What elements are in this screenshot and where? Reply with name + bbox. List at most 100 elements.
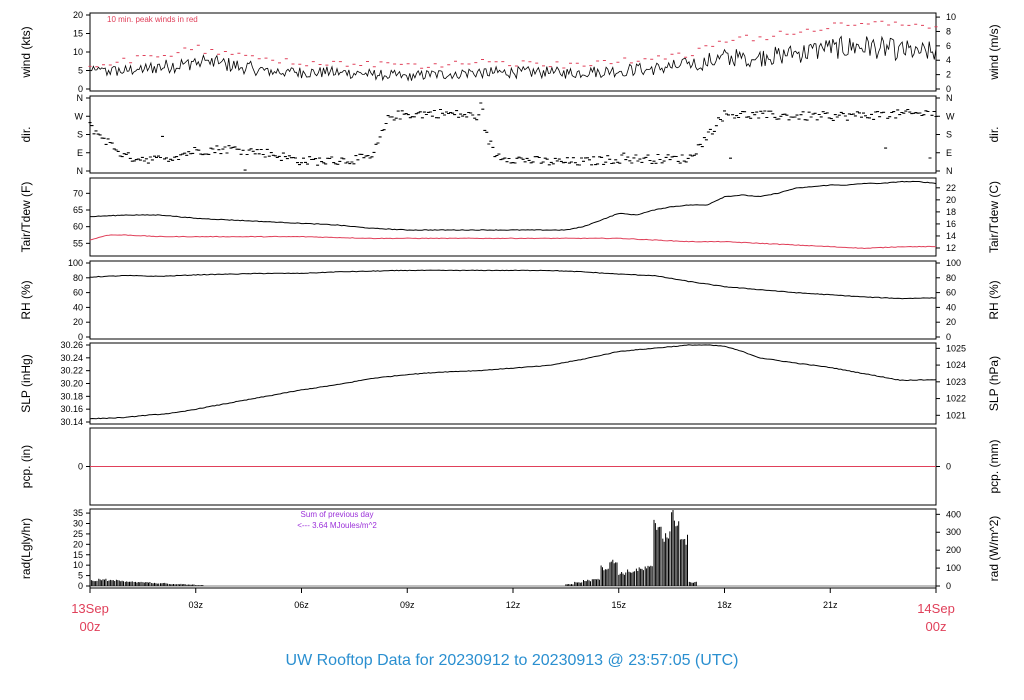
temp-ytick-label: 60 <box>73 222 83 232</box>
rh-ylabel-right: RH (%) <box>987 280 1001 319</box>
chart-title: UW Rooftop Data for 20230912 to 20230913… <box>286 652 739 669</box>
x-tick-label: 06z <box>294 600 309 610</box>
dir-ytick-label-right: W <box>946 111 955 121</box>
panel-rh: 0 20 40 60 80 100 0 20 40 60 80 100 RH (%) RH (%) <box>19 258 1001 342</box>
rad-ytick-label-right: 0 <box>946 581 951 591</box>
wind-ytick-label-right: 4 <box>946 55 951 65</box>
rh-ytick-label: 100 <box>68 258 83 268</box>
radiation-bars <box>89 510 697 586</box>
wind-ytick-label: 10 <box>73 47 83 57</box>
rad-ylabel: rad(Lgly/hr) <box>19 518 33 579</box>
wind-frame <box>89 12 937 92</box>
slp-slp-line <box>89 344 937 420</box>
slp-ytick-label-right: 1024 <box>946 360 966 370</box>
dir-ytick-label: W <box>75 111 84 121</box>
rh-ytick-label-right: 60 <box>946 288 956 298</box>
x-tick-label: 09z <box>400 600 415 610</box>
rad-ytick-label: 0 <box>78 581 83 591</box>
slp-ytick-label: 30.20 <box>60 379 83 389</box>
temp-tdew-line <box>89 234 937 250</box>
rad-ytick-label-right: 400 <box>946 509 961 519</box>
temp-ytick-label-right: 18 <box>946 207 956 217</box>
wind-speed-line <box>89 35 937 82</box>
pcp-ytick-label: 0 <box>78 462 83 472</box>
pcp-ylabel-right: pcp. (mm) <box>987 439 1001 493</box>
temp-ytick-label-right: 14 <box>946 231 956 241</box>
wind-ytick-label-right: 10 <box>946 12 956 22</box>
dir-ytick-label: S <box>77 130 83 140</box>
rh-ytick-label-right: 20 <box>946 317 956 327</box>
rh-ytick-label: 40 <box>73 302 83 312</box>
slp-frame <box>89 342 937 425</box>
x-tick-label: 14Sep <box>917 601 955 616</box>
dir-ytick-label-right: E <box>946 148 952 158</box>
dir-ytick-label: N <box>77 93 84 103</box>
slp-ylabel: SLP (inHg) <box>19 354 33 412</box>
rad-ylabel-right: rad (W/m^2) <box>987 516 1001 582</box>
slp-ylabel-right: SLP (hPa) <box>987 356 1001 411</box>
rh-ytick-label: 0 <box>78 332 83 342</box>
rad-ytick-label: 25 <box>73 529 83 539</box>
dir-frame <box>89 95 937 174</box>
slp-ytick-label: 30.18 <box>60 391 83 401</box>
rad-ytick-label: 5 <box>78 571 83 581</box>
rh-ytick-label-right: 80 <box>946 273 956 283</box>
wind-ytick-label-right: 0 <box>946 84 951 94</box>
x-tick-label: 03z <box>188 600 203 610</box>
temp-ytick-label-right: 20 <box>946 195 956 205</box>
rh-ytick-label-right: 40 <box>946 302 956 312</box>
x-tick-label: 15z <box>611 600 626 610</box>
dir-ytick-label: E <box>77 148 83 158</box>
slp-ytick-label: 30.22 <box>60 366 83 376</box>
pcp-ylabel: pcp. (in) <box>19 445 33 488</box>
temp-ytick-label: 70 <box>73 188 83 198</box>
dir-ylabel-right: dir. <box>987 126 1001 142</box>
wind-ytick-label-right: 2 <box>946 70 951 80</box>
wind-ylabel-right: wind (m/s) <box>987 24 1001 80</box>
dir-ylabel: dir. <box>19 126 33 142</box>
panel-pcp: 0 0 pcp. (in) pcp. (mm) <box>19 427 1001 506</box>
rad-ytick-label: 20 <box>73 539 83 549</box>
wind-ylabel: wind (kts) <box>19 26 33 78</box>
x-tick-label: 12z <box>506 600 521 610</box>
x-axis: 13Sep 00z 03z 06z 09z 12z 15z 18z 21z 14Sep 00z <box>71 588 955 634</box>
temp-ylabel: Tair/Tdew (F) <box>19 182 33 253</box>
dir-ytick-label: N <box>77 166 84 176</box>
panel-slp: 30.14 30.16 30.18 30.20 30.22 30.24 30.26 1021 1… <box>19 340 1001 427</box>
x-tick-label: 18z <box>717 600 732 610</box>
rad-ytick-label: 30 <box>73 519 83 529</box>
temp-ytick-label-right: 16 <box>946 219 956 229</box>
slp-ytick-label: 30.16 <box>60 404 83 414</box>
rh-ytick-label-right: 100 <box>946 258 961 268</box>
rad-ytick-label-right: 100 <box>946 563 961 573</box>
pcp-ytick-label-right: 0 <box>946 462 951 472</box>
radiation-note: Sum of previous day <box>301 510 374 519</box>
wind-ytick-label: 15 <box>73 29 83 39</box>
slp-ytick-label: 30.26 <box>60 340 83 350</box>
slp-ytick-label-right: 1021 <box>946 410 966 420</box>
rad-ytick-label: 15 <box>73 550 83 560</box>
slp-ytick-label-right: 1022 <box>946 394 966 404</box>
wind-ytick-label: 20 <box>73 10 83 20</box>
rh-ytick-label: 60 <box>73 288 83 298</box>
wind-note: 10 min. peak winds in red <box>107 15 198 24</box>
x-tick-label: 21z <box>823 600 838 610</box>
temp-tair-line <box>90 180 937 231</box>
slp-ytick-label: 30.24 <box>60 353 83 363</box>
rad-ytick-label: 10 <box>73 560 83 570</box>
dir-ytick-label-right: S <box>946 130 952 140</box>
rh-ytick-label-right: 0 <box>946 332 951 342</box>
x-tick-sublabel: 00z <box>926 619 947 634</box>
wind-peak-marks <box>88 20 938 69</box>
panel-temp: 55 60 65 70 12 14 16 18 20 22 Tair/Tdew (F) Tair/Td… <box>19 177 1001 257</box>
rh-rh-line <box>89 269 937 300</box>
rad-ytick-label: 35 <box>73 508 83 518</box>
wind-ytick-label-right: 8 <box>946 26 951 36</box>
panel-wind: 0 5 10 15 20 0 2 4 6 8 10 wind (kts) wind (m/s) 10 mi… <box>19 10 1001 94</box>
temp-ytick-label-right: 12 <box>946 243 956 253</box>
x-tick-sublabel: 00z <box>80 619 101 634</box>
